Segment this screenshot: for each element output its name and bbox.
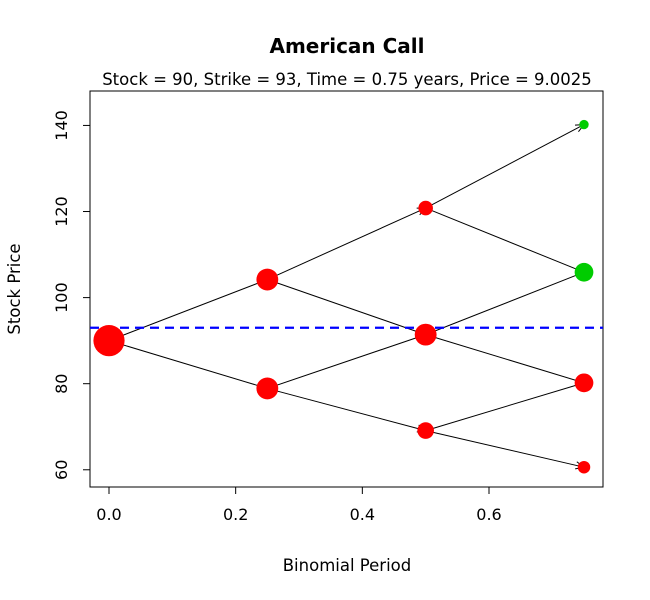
tree-node-red bbox=[574, 373, 594, 393]
tree-edge bbox=[425, 382, 585, 432]
tree-edge bbox=[108, 340, 268, 389]
tree-node-red bbox=[256, 377, 279, 400]
tree-node-red bbox=[417, 422, 434, 439]
tree-node-red bbox=[577, 460, 591, 474]
tree-edge bbox=[267, 207, 426, 280]
tree-edge bbox=[425, 430, 585, 468]
y-tick-label: 60 bbox=[52, 460, 71, 480]
tree-edge bbox=[425, 124, 585, 209]
y-tick-label: 80 bbox=[52, 374, 71, 394]
x-axis-label: Binomial Period bbox=[283, 556, 412, 575]
tree-node-green bbox=[579, 119, 589, 130]
tree-node-green bbox=[574, 262, 594, 282]
x-tick-label: 0.6 bbox=[476, 505, 501, 524]
y-tick-label: 120 bbox=[52, 196, 71, 227]
y-axis-label: Stock Price bbox=[5, 243, 24, 334]
chart-subtitle: Stock = 90, Strike = 93, Time = 0.75 yea… bbox=[102, 70, 592, 89]
tree-nodes bbox=[93, 119, 594, 474]
tree-node-red bbox=[93, 325, 125, 357]
tree-node-red bbox=[414, 323, 437, 346]
x-tick-label: 0.0 bbox=[96, 505, 121, 524]
x-tick-label: 0.2 bbox=[223, 505, 248, 524]
y-tick-label: 100 bbox=[52, 282, 71, 313]
chart-title: American Call bbox=[269, 34, 424, 58]
tree-edge bbox=[425, 271, 585, 336]
plot-frame bbox=[89, 90, 604, 488]
x-tick-label: 0.4 bbox=[350, 505, 375, 524]
tree-edge bbox=[425, 334, 585, 384]
tree-edge bbox=[267, 334, 426, 389]
tree-edge bbox=[425, 207, 585, 273]
tree-node-red bbox=[256, 268, 279, 291]
tree-edge bbox=[267, 387, 426, 432]
y-tick-label: 140 bbox=[52, 110, 71, 141]
tree-node-red bbox=[418, 200, 433, 216]
x-axis: 0.0 0.2 0.4 0.6 bbox=[96, 487, 502, 524]
y-axis: 60 80 100 120 140 bbox=[52, 110, 90, 480]
tree-edges bbox=[108, 124, 586, 470]
tree-edge bbox=[108, 279, 268, 342]
tree-edge bbox=[267, 279, 426, 336]
